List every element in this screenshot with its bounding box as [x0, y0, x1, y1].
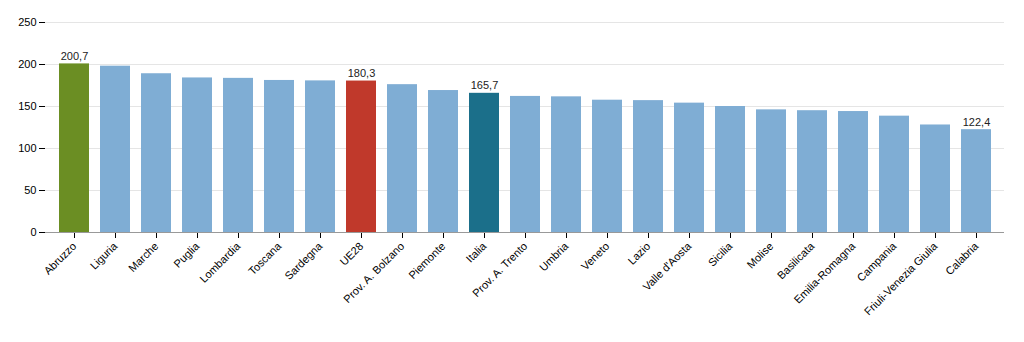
- svg-text:Italia: Italia: [463, 239, 489, 265]
- svg-text:0: 0: [30, 226, 36, 238]
- svg-text:150: 150: [18, 100, 36, 112]
- svg-text:Piemonte: Piemonte: [406, 240, 447, 281]
- svg-text:Puglia: Puglia: [171, 239, 202, 270]
- svg-text:Lazio: Lazio: [625, 240, 652, 267]
- svg-text:Abruzzo: Abruzzo: [41, 240, 78, 277]
- svg-text:Veneto: Veneto: [579, 240, 612, 273]
- svg-text:122,4: 122,4: [963, 116, 991, 128]
- svg-text:Marche: Marche: [126, 240, 160, 274]
- svg-text:Emilia-Romagna: Emilia-Romagna: [791, 239, 858, 306]
- svg-text:Basilicata: Basilicata: [775, 239, 817, 281]
- svg-text:50: 50: [24, 184, 36, 196]
- svg-text:Prov. A. Bolzano: Prov. A. Bolzano: [341, 240, 406, 305]
- svg-text:Friuli-Venezia Giulia: Friuli-Venezia Giulia: [862, 239, 940, 317]
- svg-text:Valle d'Aosta: Valle d'Aosta: [640, 239, 694, 293]
- svg-text:Calabria: Calabria: [943, 239, 981, 277]
- svg-text:Umbria: Umbria: [537, 239, 571, 273]
- svg-text:Campania: Campania: [854, 239, 899, 284]
- svg-text:Toscana: Toscana: [246, 239, 284, 277]
- svg-text:Sicilia: Sicilia: [706, 239, 735, 268]
- svg-text:Prov. A. Trento: Prov. A. Trento: [470, 240, 529, 299]
- svg-text:Liguria: Liguria: [88, 239, 120, 271]
- svg-text:200: 200: [18, 58, 36, 70]
- svg-text:Molise: Molise: [744, 240, 775, 271]
- svg-text:165,7: 165,7: [471, 79, 499, 91]
- svg-text:Lombardia: Lombardia: [197, 239, 243, 285]
- svg-text:Sardegna: Sardegna: [282, 239, 325, 282]
- svg-text:100: 100: [18, 142, 36, 154]
- svg-text:180,3: 180,3: [348, 67, 376, 79]
- svg-text:250: 250: [18, 16, 36, 28]
- svg-text:200,7: 200,7: [61, 50, 89, 62]
- svg-text:UE28: UE28: [337, 240, 365, 268]
